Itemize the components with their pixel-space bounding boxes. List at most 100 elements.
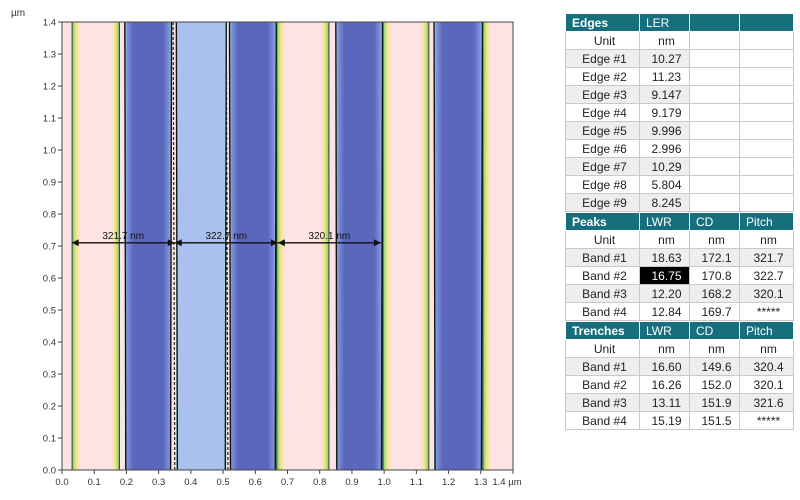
value-cell[interactable]: 16.26	[639, 375, 690, 394]
pitch-measurements[interactable]: 321.7 nm 322.7 nm 320.1 nm	[71, 231, 381, 247]
edge-line	[169, 21, 173, 471]
y-tick-label: 0.7	[43, 242, 56, 253]
empty-cell	[689, 85, 740, 104]
value-cell[interactable]: 12.84	[639, 302, 690, 321]
y-tick-label: 1.2	[43, 82, 56, 93]
peaks-row[interactable]: Band #1 18.63 172.1 321.7	[565, 248, 794, 267]
value-cell[interactable]: 320.1	[739, 375, 794, 394]
row-label: Edge #3	[565, 85, 640, 104]
value-cell[interactable]: 11.23	[639, 67, 690, 86]
value-cell[interactable]: 9.179	[639, 103, 690, 122]
edge-halo	[482, 22, 491, 470]
peaks-column-header[interactable]: CD	[689, 212, 740, 231]
measure-label: 322.7 nm	[205, 231, 247, 242]
edges-row[interactable]: Edge #1 10.27	[565, 49, 794, 68]
value-cell[interactable]: 18.63	[639, 248, 690, 267]
trenches-column-header[interactable]: LWR	[639, 321, 690, 340]
edges-row[interactable]: Edge #5 9.996	[565, 121, 794, 140]
trench-band	[124, 22, 172, 470]
value-cell[interactable]: 320.4	[739, 357, 794, 376]
pitch-measurement[interactable]: 322.7 nm	[174, 231, 278, 247]
empty-cell	[739, 103, 794, 122]
edges-row[interactable]: Edge #3 9.147	[565, 85, 794, 104]
peaks-unit-row: Unit nm nm nm	[565, 230, 794, 249]
measure-label: 321.7 nm	[102, 231, 144, 242]
trenches-title: Trenches	[565, 321, 640, 340]
edge-line	[335, 21, 338, 471]
pitch-measurement[interactable]: 320.1 nm	[277, 231, 381, 247]
edges-unit-row: Unit nm	[565, 31, 794, 50]
row-label: Band #3	[565, 284, 640, 303]
value-cell[interactable]: 10.27	[639, 49, 690, 68]
x-tick-label: 1.4 µm	[492, 477, 521, 488]
pitch-measurement[interactable]: 321.7 nm	[71, 231, 175, 247]
peaks-column-header[interactable]: Pitch	[739, 212, 794, 231]
value-cell[interactable]: 321.7	[739, 248, 794, 267]
x-tick-label: 0.5	[216, 477, 229, 488]
band-layer	[62, 21, 513, 471]
value-cell[interactable]: 10.29	[639, 157, 690, 176]
edges-row[interactable]: Edge #2 11.23	[565, 67, 794, 86]
x-tick-label: 1.3	[474, 477, 487, 488]
y-tick-label: 0.2	[43, 402, 56, 413]
value-cell[interactable]: 8.245	[639, 193, 690, 212]
results-tables: Edges LER Unit nm Edge #1 10.27 Edge #2 11.23 Ed…	[565, 13, 794, 430]
trenches-row[interactable]: Band #2 16.26 152.0 320.1	[565, 375, 794, 394]
trenches-row[interactable]: Band #4 15.19 151.5 *****	[565, 411, 794, 430]
value-cell[interactable]: 13.11	[639, 393, 690, 412]
edges-row[interactable]: Edge #4 9.179	[565, 103, 794, 122]
row-label: Band #4	[565, 411, 640, 430]
edges-row[interactable]: Edge #9 8.245	[565, 193, 794, 212]
value-cell[interactable]: 16.60	[639, 357, 690, 376]
trenches-unit-row: Unit nm nm nm	[565, 339, 794, 358]
value-cell[interactable]: *****	[739, 411, 794, 430]
edges-row[interactable]: Edge #6 2.996	[565, 139, 794, 158]
trenches-column-header[interactable]: Pitch	[739, 321, 794, 340]
edge-halo	[321, 22, 330, 470]
trenches-row[interactable]: Band #3 13.11 151.9 321.6	[565, 393, 794, 412]
axis-ticks: 0.0 0.1 0.2 0.3 0.4 0.5 0.6 0.7 0.8 0.9 1.0 1.1 1.2 1…	[43, 18, 522, 489]
row-label: Band #4	[565, 302, 640, 321]
value-cell[interactable]: 168.2	[689, 284, 740, 303]
value-cell[interactable]: 9.996	[639, 121, 690, 140]
value-cell[interactable]: *****	[739, 302, 794, 321]
peaks-row[interactable]: Band #2 16.75 170.8 322.7	[565, 266, 794, 285]
edge-line	[433, 21, 436, 471]
value-cell[interactable]: 152.0	[689, 375, 740, 394]
edge-halo	[382, 22, 391, 470]
value-cell[interactable]: 5.804	[639, 175, 690, 194]
edges-row[interactable]: Edge #8 5.804	[565, 175, 794, 194]
empty-cell	[739, 157, 794, 176]
value-cell[interactable]: 151.9	[689, 393, 740, 412]
afm-image[interactable]: 0.0 0.1 0.2 0.3 0.4 0.5 0.6 0.7 0.8 0.9 1.0 1.1 1.2 1…	[0, 0, 540, 495]
trenches-column-header[interactable]: CD	[689, 321, 740, 340]
x-tick-label: 0.3	[152, 477, 165, 488]
unit-label: Unit	[565, 339, 640, 358]
edge-line	[274, 21, 277, 471]
value-cell[interactable]: 2.996	[639, 139, 690, 158]
peaks-row[interactable]: Band #4 12.84 169.7 *****	[565, 302, 794, 321]
value-cell[interactable]: 12.20	[639, 284, 690, 303]
x-tick-label: 1.2	[442, 477, 455, 488]
x-tick-label: 0.4	[184, 477, 197, 488]
trenches-row[interactable]: Band #1 16.60 149.6 320.4	[565, 357, 794, 376]
value-cell[interactable]: 322.7	[739, 266, 794, 285]
value-cell[interactable]: 170.8	[689, 266, 740, 285]
unit-value: nm	[689, 230, 740, 249]
edges-column-header[interactable]: LER	[639, 13, 690, 32]
empty-cell	[689, 157, 740, 176]
value-cell[interactable]: 169.7	[689, 302, 740, 321]
value-cell[interactable]: 16.75	[639, 266, 690, 285]
edge-line	[380, 21, 384, 471]
peaks-row[interactable]: Band #3 12.20 168.2 320.1	[565, 284, 794, 303]
value-cell[interactable]: 9.147	[639, 85, 690, 104]
value-cell[interactable]: 321.6	[739, 393, 794, 412]
x-tick-label: 0.7	[281, 477, 294, 488]
value-cell[interactable]: 320.1	[739, 284, 794, 303]
value-cell[interactable]: 149.6	[689, 357, 740, 376]
edges-row[interactable]: Edge #7 10.29	[565, 157, 794, 176]
peaks-column-header[interactable]: LWR	[639, 212, 690, 231]
value-cell[interactable]: 151.5	[689, 411, 740, 430]
value-cell[interactable]: 15.19	[639, 411, 690, 430]
value-cell[interactable]: 172.1	[689, 248, 740, 267]
